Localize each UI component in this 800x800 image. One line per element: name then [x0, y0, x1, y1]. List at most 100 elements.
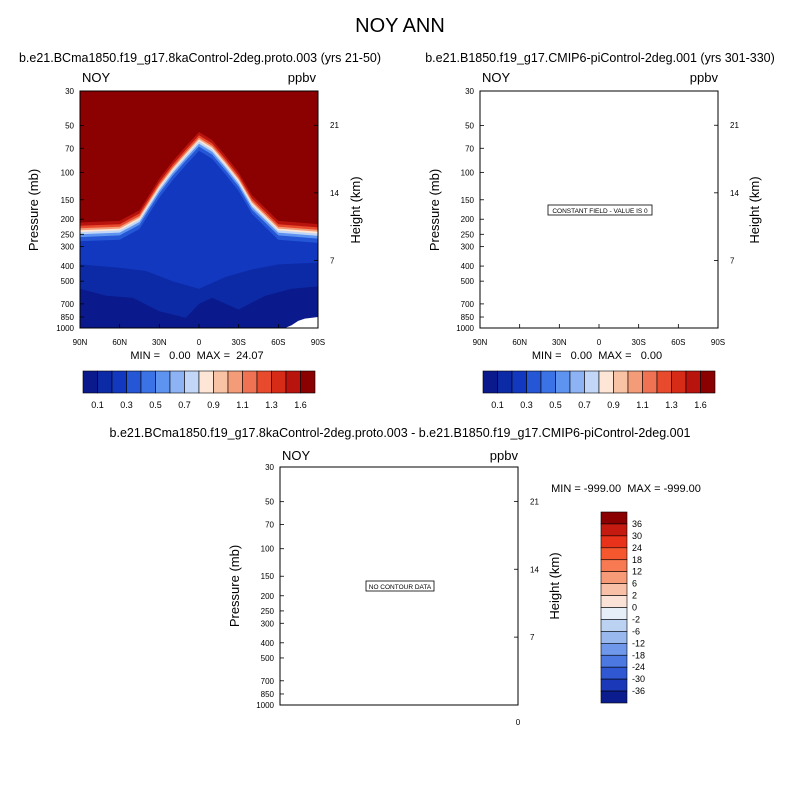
colorbar-swatch — [656, 370, 672, 394]
y-tick-label: 100 — [461, 168, 475, 177]
colorbar-label: 0 — [632, 603, 637, 613]
colorbar-label: -36 — [632, 686, 645, 696]
y-tick-label: 300 — [461, 243, 475, 252]
y-tick-label: 150 — [461, 196, 475, 205]
colorbar-swatch — [600, 666, 628, 680]
y-tick-label: 100 — [261, 545, 275, 554]
panel-3-message: NO CONTOUR DATA — [369, 584, 432, 591]
colorbar-label: -24 — [632, 662, 645, 672]
colorbar-label: 0.7 — [178, 400, 191, 410]
panel-3-units: ppbv — [490, 448, 519, 463]
y-tick-label: 250 — [461, 230, 475, 239]
colorbar-swatch — [600, 523, 628, 537]
x-tick-label: 0 — [597, 338, 602, 347]
colorbar-label: 0.9 — [607, 400, 620, 410]
colorbar-label: 36 — [632, 519, 642, 529]
y-tick-label: 700 — [461, 300, 475, 309]
y2-tick-label: 14 — [530, 565, 539, 574]
y-tick-label: 150 — [61, 196, 75, 205]
colorbar-swatch — [555, 370, 571, 394]
x-tick-label: 60S — [271, 338, 285, 347]
y-tick-label: 50 — [265, 498, 274, 507]
colorbar-swatch — [242, 370, 258, 394]
panel-3-title: b.e21.BCma1850.f19_g17.8kaControl-2deg.p… — [110, 426, 691, 440]
colorbar-label: 24 — [632, 543, 642, 553]
y-tick-label: 400 — [61, 262, 75, 271]
panel-1-right-axis-label: Height (km) — [348, 176, 363, 243]
y-tick-label: 200 — [461, 215, 475, 224]
colorbar-swatch — [126, 370, 142, 394]
colorbar-swatch — [600, 511, 628, 525]
colorbar-swatch — [569, 370, 585, 394]
panel-1-colorbar: 0.1 0.3 0.5 0.7 0.9 1.1 1.3 1.6 — [82, 370, 316, 410]
colorbar-label: 0.1 — [91, 400, 104, 410]
panel-2-right-axis-label: Height (km) — [747, 176, 762, 243]
colorbar-label: 0.5 — [149, 400, 162, 410]
y-tick-label: 100 — [61, 168, 75, 177]
colorbar-label: 30 — [632, 531, 642, 541]
colorbar-label: 18 — [632, 555, 642, 565]
y-tick-label: 1000 — [256, 701, 274, 710]
panel-2-units: ppbv — [690, 70, 719, 85]
colorbar-swatch — [600, 690, 628, 704]
y-tick-label: 400 — [461, 262, 475, 271]
panel-3-message-box — [365, 580, 435, 592]
colorbar-label: -2 — [632, 614, 640, 624]
colorbar-label: 1.3 — [665, 400, 678, 410]
colorbar-swatch — [700, 370, 716, 394]
colorbar-swatch — [600, 559, 628, 572]
y-tick-label: 200 — [61, 215, 75, 224]
y-tick-label: 30 — [465, 87, 474, 96]
panel-1: b.e21.BCma1850.f19_g17.8kaControl-2deg.p… — [19, 51, 381, 410]
panel-3-right-axis-label: Height (km) — [547, 552, 562, 619]
colorbar-label: 1.1 — [636, 400, 649, 410]
colorbar-label: 2 — [632, 591, 637, 601]
colorbar-label: 0.7 — [578, 400, 591, 410]
y-tick-label: 700 — [261, 677, 275, 686]
y2-tick-label: 14 — [330, 189, 339, 198]
panel-1-axes: 30 50 70 100 150 200 250 300 400 500 700 850 1000 7 14… — [56, 87, 339, 347]
colorbar-swatch — [584, 370, 600, 394]
panel-2-colorbar: 0.1 0.3 0.5 0.7 0.9 1.1 1.3 1.6 — [482, 370, 716, 410]
y-tick-label: 50 — [65, 122, 74, 131]
y-tick-label: 200 — [261, 592, 275, 601]
x-tick-label: 60S — [671, 338, 685, 347]
colorbar-label: 1.1 — [236, 400, 249, 410]
page-title: NOY ANN — [355, 15, 445, 37]
colorbar-swatch — [198, 370, 214, 394]
y-tick-label: 400 — [261, 639, 275, 648]
y2-tick-label: 21 — [330, 121, 339, 130]
colorbar-swatch — [642, 370, 658, 394]
colorbar-swatch — [82, 370, 98, 394]
panel-2-stats: MIN = 0.00 MAX = 0.00 — [532, 350, 662, 362]
y2-tick-label: 7 — [530, 633, 535, 642]
panel-1-plot-area — [80, 91, 318, 328]
colorbar-swatch — [685, 370, 701, 394]
y2-tick-label: 21 — [730, 121, 739, 130]
colorbar-swatch — [600, 619, 628, 632]
y-tick-label: 150 — [261, 572, 275, 581]
colorbar-swatch — [600, 654, 628, 668]
colorbar-swatch — [600, 643, 628, 656]
y-tick-label: 850 — [461, 313, 475, 322]
panel-1-title: b.e21.BCma1850.f19_g17.8kaControl-2deg.p… — [19, 51, 381, 65]
x-tick-label: 90N — [73, 338, 88, 347]
colorbar-label: 1.3 — [265, 400, 278, 410]
y-tick-label: 30 — [65, 87, 74, 96]
colorbar-swatch — [671, 370, 687, 394]
colorbar-label: 0.5 — [549, 400, 562, 410]
colorbar-label: 0.3 — [520, 400, 533, 410]
y-tick-label: 500 — [261, 654, 275, 663]
colorbar-swatch — [613, 370, 629, 394]
y-tick-label: 70 — [65, 144, 74, 153]
x-tick-label: 60N — [512, 338, 527, 347]
panel-2-title: b.e21.B1850.f19_g17.CMIP6-piControl-2deg… — [425, 51, 775, 65]
colorbar-label: 6 — [632, 579, 637, 589]
panel-1-stats: MIN = 0.00 MAX = 24.07 — [130, 350, 263, 362]
colorbar-swatch — [497, 370, 513, 394]
x-tick-label: 0 — [197, 338, 202, 347]
colorbar-label: 0.3 — [120, 400, 133, 410]
y-tick-label: 700 — [61, 300, 75, 309]
x-tick-label: 30S — [232, 338, 246, 347]
